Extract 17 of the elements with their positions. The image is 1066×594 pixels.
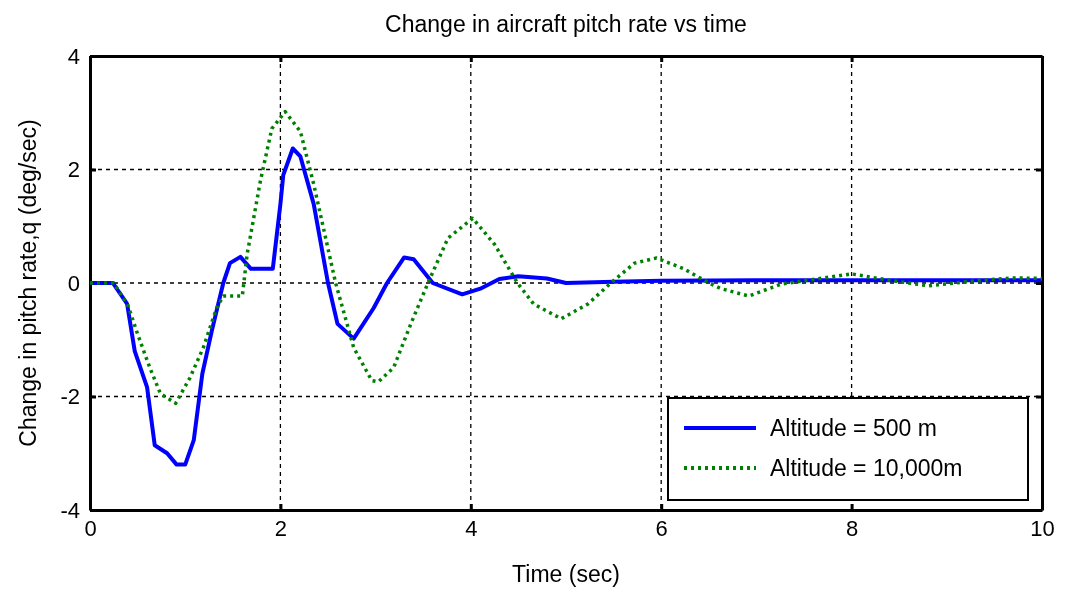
x-tick-label: 8 [845,515,859,541]
x-axis-title: Time (sec) [512,561,620,587]
x-tick-label: 2 [274,515,288,541]
legend-label: Altitude = 10,000m [770,455,963,481]
legend-label: Altitude = 500 m [770,415,937,441]
x-tick-label: 0 [84,515,97,541]
line-series [88,109,1044,406]
y-axis-title: Change in pitch rate,q (deg/sec) [15,119,41,447]
chart-title: Change in aircraft pitch rate vs time [385,11,747,37]
y-tick-label: 2 [67,157,80,183]
x-tick-label: 10 [1030,515,1055,541]
y-tick-label: 0 [67,270,80,296]
x-tick-label: 6 [655,515,668,541]
y-tick-label: 4 [67,43,80,69]
x-tick-label: 4 [465,515,478,541]
y-tick-label: -2 [60,384,80,410]
y-tick-label: -4 [60,497,80,523]
